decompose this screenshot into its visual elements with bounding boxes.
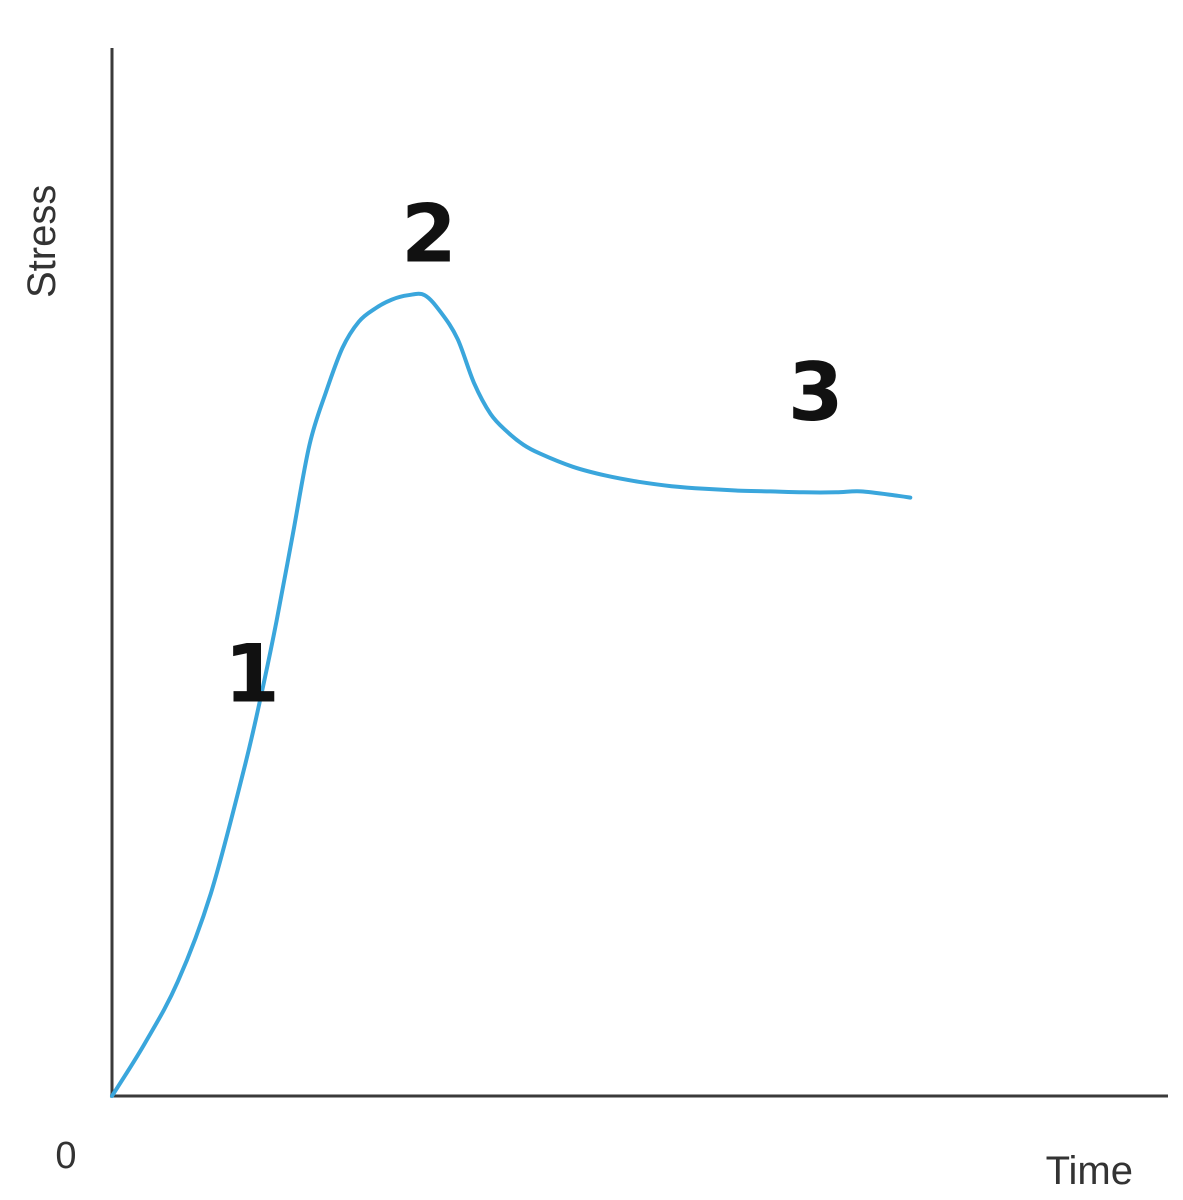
series-line [110,291,913,1098]
y-axis-label: Stress [20,185,64,298]
origin-label: 0 [55,1135,76,1177]
x-axis-label: Time [1046,1149,1133,1193]
stage-label-1: 1 [224,628,280,721]
stage-label-3: 3 [788,346,844,439]
stage-label-2: 2 [401,188,457,281]
